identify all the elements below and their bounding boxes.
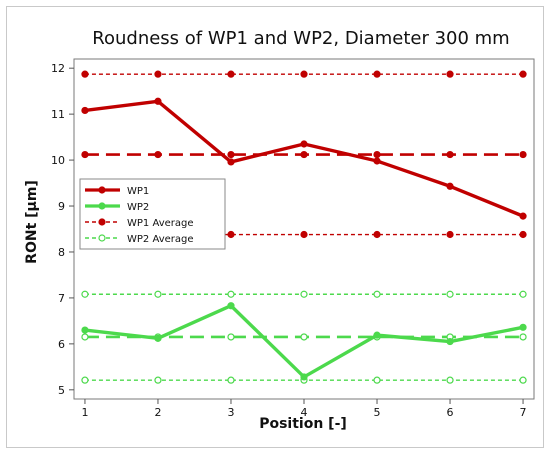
- x-axis-label: Position [-]: [259, 416, 347, 432]
- wp1-point: [373, 157, 381, 165]
- wp2-average-point: [227, 290, 235, 298]
- wp1-average-point: [227, 230, 235, 239]
- chart-title: Roudness of WP1 and WP2, Diameter 300 mm: [92, 28, 509, 49]
- wp1-average-point: [446, 230, 454, 239]
- wp2-average-point: [227, 376, 235, 384]
- wp1-average-point: [154, 150, 162, 159]
- wp1-average-point: [300, 230, 308, 239]
- wp2-point: [300, 373, 308, 381]
- legend-marker-wp1: [98, 186, 106, 194]
- y-tick-label: 9: [58, 200, 65, 213]
- y-tick-label: 7: [58, 292, 65, 305]
- wp2-average-point: [373, 290, 381, 298]
- wp2-point: [154, 334, 162, 342]
- x-tick-label: 5: [374, 406, 381, 419]
- legend-marker-wp2-average: [98, 234, 106, 242]
- x-tick-label: 4: [301, 406, 308, 419]
- wp2-average-point: [446, 376, 454, 384]
- wp2-average-point: [300, 290, 308, 298]
- wp2-point: [227, 302, 235, 310]
- wp1-average-point: [519, 70, 527, 78]
- wp2-average-point: [81, 290, 89, 298]
- wp1-average-point: [373, 150, 381, 159]
- y-tick-label: 5: [58, 384, 65, 397]
- wp1-point: [446, 182, 454, 190]
- wp2-average-point: [81, 376, 89, 384]
- chart-frame: Roudness of WP1 and WP2, Diameter 300 mm…: [6, 6, 544, 448]
- wp2-point: [519, 323, 527, 331]
- y-axis-label: RONt [µm]: [24, 180, 40, 264]
- line-chart: Roudness of WP1 and WP2, Diameter 300 mm…: [24, 28, 535, 432]
- y-tick-label: 11: [51, 108, 65, 121]
- wp2-point: [373, 331, 381, 339]
- x-tick-label: 3: [227, 406, 234, 419]
- y-tick-label: 12: [51, 62, 65, 75]
- wp1-point: [227, 158, 235, 166]
- wp2-average-point: [81, 333, 89, 341]
- y-tick-label: 10: [51, 154, 65, 167]
- x-tick-label: 1: [81, 406, 88, 419]
- wp1-average-point: [373, 230, 381, 239]
- y-tick-label: 6: [58, 338, 65, 351]
- wp1-point: [154, 97, 162, 105]
- wp2-point: [446, 337, 454, 346]
- legend-label-wp2: WP2: [127, 202, 149, 213]
- wp1-average-point: [81, 150, 89, 159]
- wp1-average-point: [227, 70, 235, 78]
- wp1-point: [519, 212, 527, 220]
- legend-label-wp1-average: WP1 Average: [127, 218, 194, 229]
- wp1-average-point: [300, 150, 308, 159]
- wp1-point: [300, 140, 308, 148]
- wp1-average-point: [227, 150, 235, 159]
- legend-marker-wp2: [98, 202, 106, 210]
- wp1-average-point: [519, 150, 527, 159]
- legend-label-wp1: WP1: [127, 186, 149, 197]
- x-tick-label: 2: [154, 406, 161, 419]
- wp1-average-point: [519, 230, 527, 239]
- wp1-average-point: [373, 70, 381, 78]
- wp1-point: [81, 106, 89, 115]
- y-tick-label: 8: [58, 246, 65, 259]
- wp2-average-point: [300, 333, 308, 341]
- legend-marker-wp1-average: [98, 218, 106, 226]
- wp2-average-point: [446, 290, 454, 298]
- wp1-average-point: [81, 70, 89, 78]
- wp2-average-point: [519, 333, 527, 341]
- wp2-average-point: [519, 376, 527, 384]
- wp2-average-point: [154, 376, 162, 384]
- wp1-average-point: [446, 70, 454, 78]
- x-tick-label: 6: [447, 406, 454, 419]
- wp2-average-point: [519, 290, 527, 298]
- wp1-average-point: [154, 70, 162, 78]
- wp1-average-point: [300, 70, 308, 78]
- wp1-average-point: [446, 150, 454, 159]
- wp2-average-point: [227, 333, 235, 341]
- x-tick-label: 7: [520, 406, 527, 419]
- wp2-point: [81, 326, 89, 334]
- legend-label-wp2-average: WP2 Average: [127, 234, 194, 245]
- wp2-line: [84, 304, 524, 379]
- wp2-average-point: [154, 290, 162, 298]
- wp2-average-point: [373, 376, 381, 384]
